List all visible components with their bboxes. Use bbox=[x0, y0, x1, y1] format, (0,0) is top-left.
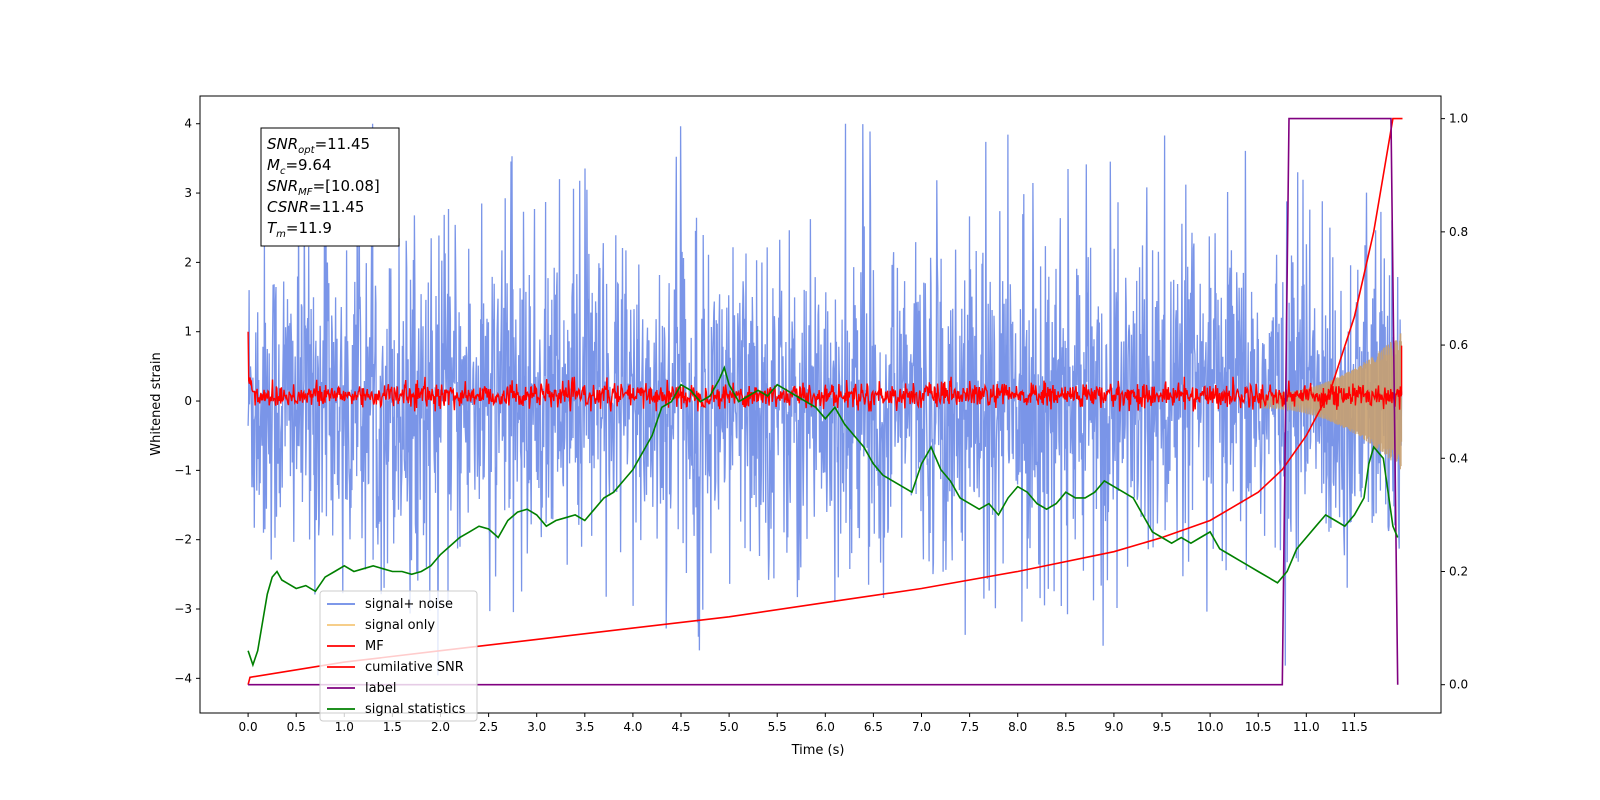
signal-plus-noise-series bbox=[247, 123, 1403, 676]
x-tick-label: 11.0 bbox=[1293, 720, 1320, 734]
signal-only-line bbox=[1257, 333, 1403, 470]
y-left-tick-label: 4 bbox=[184, 117, 192, 131]
x-tick-label: 1.0 bbox=[335, 720, 354, 734]
plot-frame bbox=[199, 95, 1442, 714]
y-left-tick-label: 2 bbox=[184, 255, 192, 269]
x-axis-label: Time (s) bbox=[791, 743, 845, 758]
annotation-line: CSNR=11.45 bbox=[267, 198, 364, 216]
mf-line bbox=[247, 331, 1403, 412]
x-tick-label: 6.0 bbox=[816, 720, 835, 734]
x-tick-label: 6.5 bbox=[864, 720, 883, 734]
signal-statistics-line bbox=[247, 365, 1399, 668]
x-tick-label: 10.0 bbox=[1197, 720, 1224, 734]
y-right-tick-label: 0.0 bbox=[1449, 678, 1468, 692]
y-left-tick-label: −3 bbox=[174, 602, 192, 616]
y-left-tick-label: −2 bbox=[174, 533, 192, 547]
annotation-line: Mc=9.64 bbox=[267, 156, 331, 177]
x-tick-label: 9.0 bbox=[1104, 720, 1123, 734]
signal-statistics-series bbox=[247, 365, 1399, 668]
mf-series bbox=[247, 331, 1403, 412]
x-tick-label: 4.0 bbox=[623, 720, 642, 734]
annotation-line: SNRopt=11.45 bbox=[267, 135, 370, 156]
y-right-tick-label: 0.2 bbox=[1449, 564, 1468, 578]
y-left-tick-label: 0 bbox=[184, 394, 192, 408]
plot-area bbox=[247, 117, 1403, 686]
label-line bbox=[248, 117, 1399, 686]
x-tick-label: 8.5 bbox=[1056, 720, 1075, 734]
y-right-tick-label: 0.6 bbox=[1449, 338, 1468, 352]
x-tick-label: 10.5 bbox=[1245, 720, 1272, 734]
x-tick-label: 5.0 bbox=[720, 720, 739, 734]
y-axis-right: 1.0 0.8 0.6 0.4 0.2 0.0 bbox=[1441, 112, 1468, 692]
y-left-tick-label: −4 bbox=[174, 671, 192, 685]
x-tick-label: 11.5 bbox=[1341, 720, 1368, 734]
legend-entry-label: signal+ noise bbox=[365, 597, 453, 612]
y-right-tick-label: 0.4 bbox=[1449, 451, 1468, 465]
label-series bbox=[248, 117, 1399, 686]
x-tick-label: 9.5 bbox=[1152, 720, 1171, 734]
x-tick-label: 4.5 bbox=[671, 720, 690, 734]
x-tick-label: 0.0 bbox=[239, 720, 258, 734]
y-axis-label: Whitened strain bbox=[149, 352, 164, 455]
annotation-line: SNRMF=[10.08] bbox=[267, 177, 380, 198]
x-axis: 0.0 0.5 1.0 1.5 2.0 2.5 3.0 3.5 4.0 4.5 5.0 5.5 6.0 6… bbox=[239, 713, 1368, 734]
y-left-tick-label: −1 bbox=[174, 463, 192, 477]
y-left-tick-label: 1 bbox=[184, 325, 192, 339]
legend-entry-label: cumilative SNR bbox=[365, 660, 464, 675]
x-tick-label: 2.5 bbox=[479, 720, 498, 734]
legend-entry-label: label bbox=[365, 681, 396, 696]
y-left-tick-label: 3 bbox=[184, 186, 192, 200]
annotation-line: Tm=11.9 bbox=[267, 219, 332, 240]
annotation-box: SNRopt=11.45Mc=9.64SNRMF=[10.08]CSNR=11.… bbox=[260, 127, 400, 247]
x-tick-label: 1.5 bbox=[383, 720, 402, 734]
legend-entry-label: signal statistics bbox=[365, 702, 466, 717]
x-tick-label: 0.5 bbox=[287, 720, 306, 734]
x-tick-label: 2.0 bbox=[431, 720, 450, 734]
x-tick-label: 7.0 bbox=[912, 720, 931, 734]
x-tick-label: 5.5 bbox=[768, 720, 787, 734]
legend: signal+ noise signal only MF cumilative SNR… bbox=[319, 590, 478, 722]
legend-entry-label: MF bbox=[365, 639, 384, 654]
signal-plus-noise-line bbox=[247, 123, 1403, 676]
x-tick-label: 8.0 bbox=[1008, 720, 1027, 734]
signal-only-series bbox=[1257, 333, 1403, 470]
y-right-tick-label: 0.8 bbox=[1449, 225, 1468, 239]
x-tick-label: 3.5 bbox=[575, 720, 594, 734]
y-axis-left: 4 3 2 1 0 −1 −2 −3 −4 bbox=[174, 117, 200, 685]
legend-entry-label: signal only bbox=[365, 618, 435, 633]
x-tick-label: 7.5 bbox=[960, 720, 979, 734]
y-right-tick-label: 1.0 bbox=[1449, 112, 1468, 126]
x-tick-label: 3.0 bbox=[527, 720, 546, 734]
